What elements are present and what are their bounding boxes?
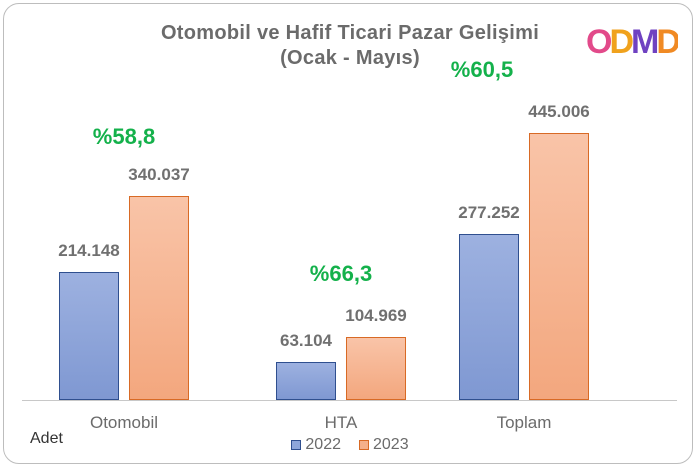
- legend: 2022 2023: [0, 436, 700, 454]
- legend-label-2023: 2023: [373, 436, 409, 453]
- legend-item-2023: 2023: [359, 436, 409, 454]
- svg-text:ODMD: ODMD: [586, 23, 678, 60]
- legend-item-2022: 2022: [291, 436, 341, 454]
- legend-swatch-2022: [291, 440, 302, 450]
- bar-2023-toplam: [529, 132, 589, 400]
- x-tick-hta: HTA: [324, 413, 358, 432]
- x-tick-toplam: Toplam: [496, 413, 552, 432]
- data-label-2023-toplam: 445.006: [528, 101, 590, 121]
- legend-label-2022: 2022: [305, 436, 341, 453]
- odmd-logo: ODMD: [586, 23, 678, 60]
- x-tick-otomobil: Otomobil: [89, 413, 159, 432]
- bar-2023-otomobil: [129, 195, 189, 400]
- data-label-2023-hta: 104.969: [345, 306, 407, 326]
- bar-2022-otomobil: [59, 271, 119, 400]
- x-axis-line: [22, 400, 677, 401]
- bar-2023-hta: [346, 337, 406, 400]
- unit-label: Adet: [30, 430, 63, 447]
- bar-2022-toplam: [459, 233, 519, 400]
- chart-subtitle: (Ocak - Mayıs): [280, 47, 420, 69]
- chart-title: Otomobil ve Hafif Ticari Pazar Gelişimi: [160, 22, 540, 44]
- growth-label-toplam: %60,5: [450, 56, 514, 82]
- bar-2022-hta: [276, 362, 336, 400]
- data-label-2022-otomobil: 214.148: [58, 240, 120, 260]
- growth-label-hta: %66,3: [309, 261, 373, 287]
- data-label-2022-hta: 63.104: [280, 331, 332, 351]
- data-label-2022-toplam: 277.252: [458, 202, 520, 222]
- data-label-2023-otomobil: 340.037: [128, 164, 190, 184]
- growth-label-otomobil: %58,8: [92, 123, 156, 149]
- legend-swatch-2023: [359, 440, 369, 450]
